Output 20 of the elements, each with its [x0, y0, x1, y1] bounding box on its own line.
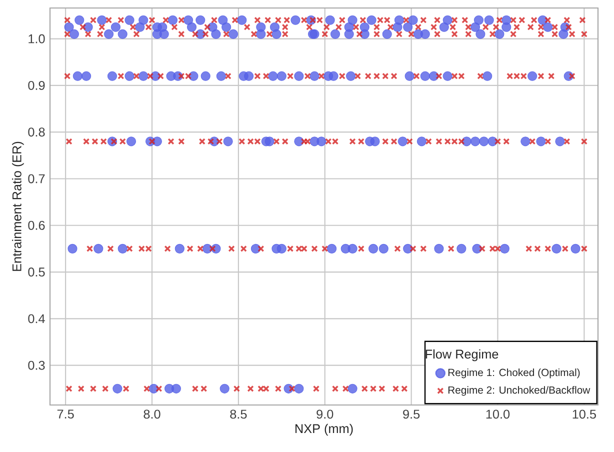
x-axis-title: NXP (mm) [295, 424, 353, 436]
x-tick-label: 8.0 [144, 410, 160, 419]
x-tick-label: 9.0 [316, 410, 334, 419]
y-tick-label: 0.7 [28, 174, 45, 184]
x-tick-label: 10.0 [486, 410, 510, 419]
y-tick-label: 0.9 [28, 80, 45, 90]
y-tick-label: 0.6 [28, 220, 45, 230]
x-tick-label: 10.5 [572, 410, 596, 419]
x-tick-label: 7.5 [57, 410, 74, 419]
legend-title: Flow Regime [426, 349, 498, 362]
y-tick-label: 0.8 [28, 128, 45, 137]
y-axis-title: Entrainment Ratio (ER) [12, 142, 24, 271]
y-tick-label: 0.4 [28, 314, 45, 324]
legend-label: Regime 2: Unchoked/Backflow [448, 386, 590, 396]
y-tick-label: 0.3 [28, 360, 45, 370]
y-tick-label: 1.0 [28, 34, 45, 44]
y-tick-label: 0.5 [28, 268, 45, 277]
x-tick-label: 9.5 [403, 410, 420, 419]
legend-label: Regime 1: Choked (Optimal) [448, 368, 580, 378]
x-tick-label: 8.5 [230, 410, 247, 419]
